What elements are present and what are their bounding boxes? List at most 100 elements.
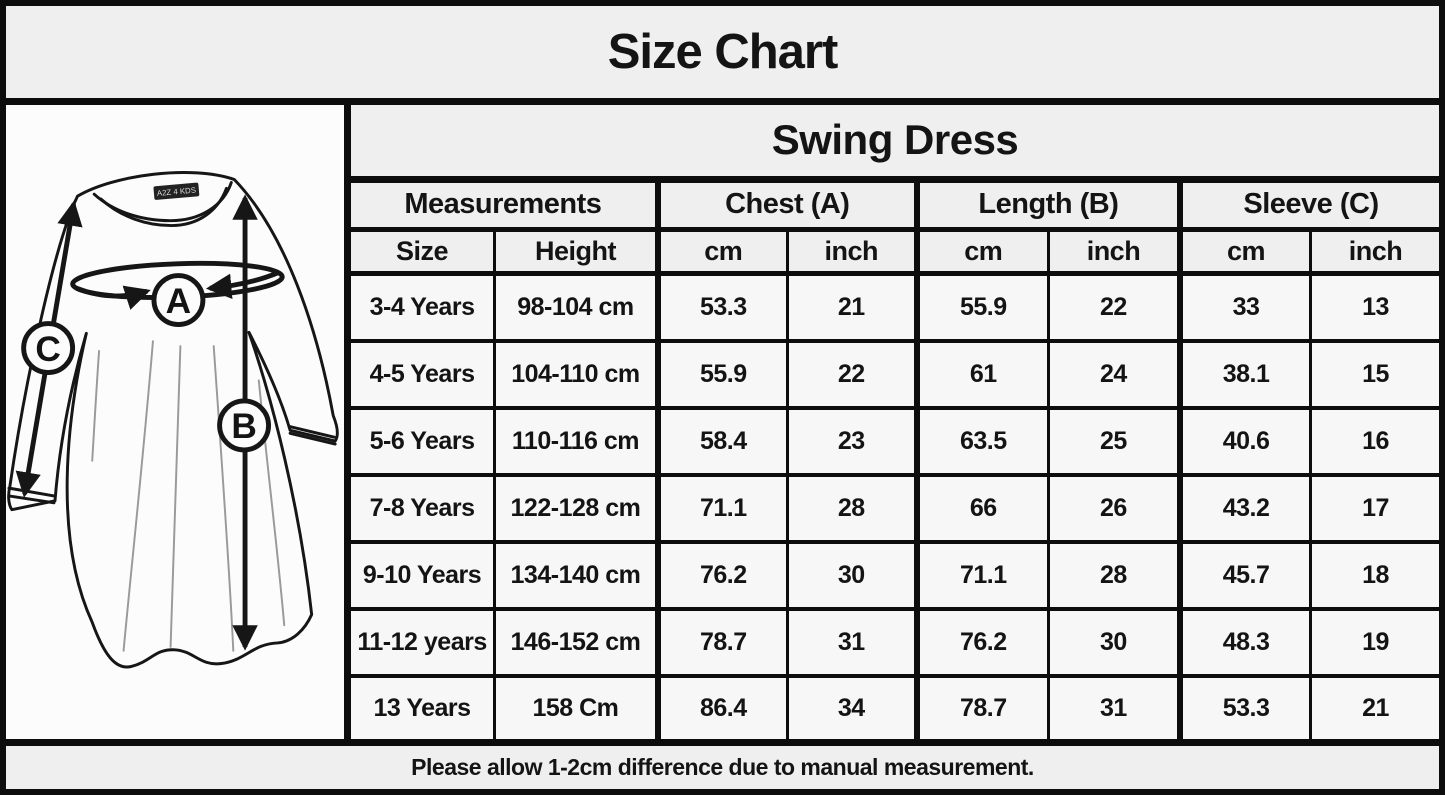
cell-length-inch: 25	[1046, 406, 1182, 478]
cell-length-inch: 28	[1046, 540, 1182, 612]
page-title: Size Chart	[607, 25, 839, 79]
cell-sleeve-cm: 53.3	[1177, 674, 1313, 739]
cell-size: 7-8 Years	[351, 473, 497, 545]
cell-chest-inch: 22	[785, 339, 919, 411]
cell-chest-inch: 21	[785, 270, 919, 344]
cell-height: 98-104 cm	[493, 270, 660, 344]
cell-sleeve-inch: 16	[1309, 406, 1439, 478]
cell-chest-cm: 53.3	[654, 270, 789, 344]
group-header-sleeve: Sleeve (C)	[1177, 175, 1439, 232]
left-cuff-lines	[7, 486, 56, 505]
fold-line	[122, 340, 154, 652]
neckline-inner	[99, 186, 228, 228]
brand-tag: A2Z 4 KDS	[153, 182, 200, 200]
product-title: Swing Dress	[351, 105, 1439, 183]
length-label: B	[231, 407, 256, 446]
group-header-chest: Chest (A)	[654, 175, 919, 232]
cell-sleeve-inch: 13	[1309, 270, 1439, 344]
cell-height: 146-152 cm	[493, 607, 660, 679]
column-header-sleeve-inch: inch	[1309, 226, 1439, 276]
column-header-size: Size	[351, 226, 497, 276]
group-header-row: Measurements Chest (A) Length (B) Sleeve (C…	[351, 175, 1439, 232]
cell-height: 158 Cm	[493, 674, 660, 739]
table-row: 5-6 Years 110-116 cm 58.4 23 63.5 25 40.6 16	[351, 406, 1439, 478]
cell-height: 110-116 cm	[493, 406, 660, 478]
sleeve-label: C	[35, 330, 60, 369]
group-header-length: Length (B)	[913, 175, 1182, 232]
dress-measurement-diagram: A2Z 4 KDS	[7, 171, 339, 669]
table-row: 11-12 years 146-152 cm 78.7 31 76.2 30 48.3 19	[351, 607, 1439, 679]
cell-length-inch: 22	[1046, 270, 1182, 344]
title-bar: Size Chart	[6, 6, 1439, 105]
cell-length-cm: 66	[913, 473, 1050, 545]
main-area: A2Z 4 KDS	[6, 105, 1439, 739]
table-row: 9-10 Years 134-140 cm 76.2 30 71.1 28 45.7 18	[351, 540, 1439, 612]
table-row: 7-8 Years 122-128 cm 71.1 28 66 26 43.2 17	[351, 473, 1439, 545]
cell-height: 104-110 cm	[493, 339, 660, 411]
table-row: 4-5 Years 104-110 cm 55.9 22 61 24 38.1 15	[351, 339, 1439, 411]
product-header-row: Swing Dress	[351, 105, 1439, 183]
cell-sleeve-inch: 18	[1309, 540, 1439, 612]
chest-label-badge: A	[151, 273, 206, 327]
cell-sleeve-cm: 33	[1177, 270, 1313, 344]
dress-panel: A2Z 4 KDS	[6, 105, 351, 739]
fold-line	[91, 349, 101, 462]
cell-size: 5-6 Years	[351, 406, 497, 478]
cell-chest-cm: 76.2	[654, 540, 789, 612]
group-header-measurements: Measurements	[351, 175, 660, 232]
fold-line	[212, 345, 235, 652]
cell-chest-inch: 23	[785, 406, 919, 478]
measurement-disclaimer: Please allow 1-2cm difference due to man…	[411, 754, 1034, 780]
column-header-length-cm: cm	[913, 226, 1050, 276]
cell-size: 11-12 years	[351, 607, 497, 679]
cell-sleeve-inch: 19	[1309, 607, 1439, 679]
right-cuff-lines	[287, 424, 337, 446]
cell-size: 9-10 Years	[351, 540, 497, 612]
cell-height: 122-128 cm	[493, 473, 660, 545]
cell-chest-inch: 28	[785, 473, 919, 545]
cell-chest-cm: 58.4	[654, 406, 789, 478]
fold-line	[169, 345, 182, 648]
sub-header-row: Size Height cm inch cm inch cm inch	[351, 226, 1439, 276]
cell-sleeve-cm: 40.6	[1177, 406, 1313, 478]
cell-chest-cm: 78.7	[654, 607, 789, 679]
cell-length-cm: 61	[913, 339, 1050, 411]
column-header-length-inch: inch	[1046, 226, 1182, 276]
cell-length-cm: 55.9	[913, 270, 1050, 344]
column-header-sleeve-cm: cm	[1177, 226, 1313, 276]
cell-size: 4-5 Years	[351, 339, 497, 411]
cell-length-inch: 31	[1046, 674, 1182, 739]
column-header-chest-inch: inch	[785, 226, 919, 276]
cell-chest-inch: 30	[785, 540, 919, 612]
column-header-height: Height	[493, 226, 660, 276]
cell-sleeve-cm: 48.3	[1177, 607, 1313, 679]
cell-length-inch: 26	[1046, 473, 1182, 545]
cell-chest-inch: 31	[785, 607, 919, 679]
cell-sleeve-inch: 15	[1309, 339, 1439, 411]
cell-length-inch: 24	[1046, 339, 1182, 411]
cell-length-cm: 71.1	[913, 540, 1050, 612]
cell-sleeve-cm: 43.2	[1177, 473, 1313, 545]
cell-sleeve-cm: 38.1	[1177, 339, 1313, 411]
cell-length-inch: 30	[1046, 607, 1182, 679]
cell-sleeve-cm: 45.7	[1177, 540, 1313, 612]
size-table: Swing Dress Measurements Chest (A) Length …	[351, 105, 1439, 739]
length-label-badge: B	[217, 398, 272, 453]
table-row: 3-4 Years 98-104 cm 53.3 21 55.9 22 33 13	[351, 270, 1439, 344]
table-row: 13 Years 158 Cm 86.4 34 78.7 31 53.3 21	[351, 674, 1439, 739]
cell-chest-cm: 55.9	[654, 339, 789, 411]
column-header-chest-cm: cm	[654, 226, 789, 276]
size-table-body: 3-4 Years 98-104 cm 53.3 21 55.9 22 33 13 4-5 Ye…	[351, 270, 1439, 739]
brand-tag-label: A2Z 4 KDS	[157, 186, 197, 198]
cell-sleeve-inch: 21	[1309, 674, 1439, 739]
cell-size: 3-4 Years	[351, 270, 497, 344]
cell-length-cm: 63.5	[913, 406, 1050, 478]
cell-chest-cm: 71.1	[654, 473, 789, 545]
footer-bar: Please allow 1-2cm difference due to man…	[6, 739, 1439, 789]
cell-size: 13 Years	[351, 674, 497, 739]
cell-chest-inch: 34	[785, 674, 919, 739]
chest-label: A	[166, 282, 191, 321]
cell-sleeve-inch: 17	[1309, 473, 1439, 545]
cell-height: 134-140 cm	[493, 540, 660, 612]
